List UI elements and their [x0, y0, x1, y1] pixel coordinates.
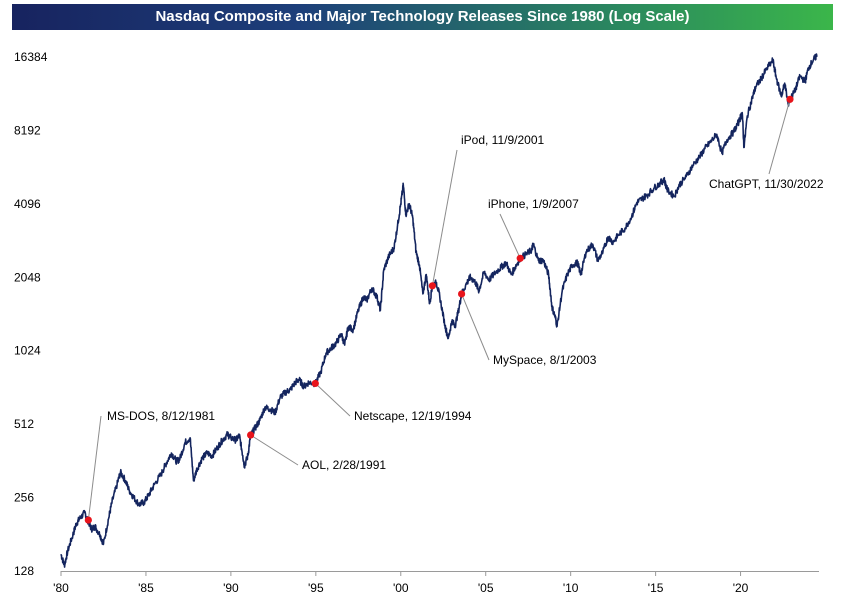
- event-marker: [246, 431, 255, 439]
- x-tick-label: '95: [308, 581, 324, 595]
- event-marker: [311, 379, 319, 388]
- event-leader-line: [431, 149, 458, 286]
- event-label: AOL, 2/28/1991: [302, 458, 386, 472]
- y-tick-label: 128: [14, 564, 34, 578]
- event-label: ChatGPT, 11/30/2022: [709, 177, 824, 191]
- x-tick-label: '00: [393, 581, 409, 595]
- event-leader-line: [461, 293, 490, 361]
- x-tick-label: '90: [223, 581, 239, 595]
- y-tick-label: 16384: [14, 50, 48, 64]
- x-tick-label: '85: [138, 581, 154, 595]
- event-label: Netscape, 12/19/1994: [354, 409, 472, 423]
- x-tick-label: '15: [648, 581, 664, 595]
- series-line-nasdaq: [60, 53, 818, 568]
- event-leader-line: [768, 99, 791, 175]
- chart-title: Nasdaq Composite and Major Technology Re…: [12, 4, 833, 30]
- x-tick-label: '80: [53, 581, 69, 595]
- event-leader-line: [314, 383, 351, 417]
- y-tick-label: 512: [14, 417, 34, 431]
- event-marker: [786, 95, 794, 103]
- event-annotations: MS-DOS, 8/12/1981 AOL, 2/28/1991 Netscape,…: [84, 95, 824, 524]
- x-tick-label: '05: [478, 581, 494, 595]
- y-tick-label: 8192: [14, 123, 41, 137]
- event-label: iPod, 11/9/2001: [461, 133, 545, 147]
- series-layer: [60, 53, 818, 568]
- y-tick-label: 2048: [14, 270, 41, 284]
- event-marker: [84, 516, 92, 524]
- x-tick-label: '20: [733, 581, 749, 595]
- y-axis: 128 256 512 1024 2048 4096 8192 16384: [14, 50, 48, 578]
- event-marker: [428, 282, 436, 290]
- event-leader-line: [87, 415, 102, 521]
- event-marker: [516, 254, 524, 262]
- event-leader-line: [250, 434, 299, 466]
- x-axis: '80 '85 '90 '95 '00 '05 '10 '15 '20: [53, 571, 819, 595]
- event-label: iPhone, 1/9/2007: [488, 197, 579, 211]
- y-tick-label: 256: [14, 491, 34, 505]
- event-label: MySpace, 8/1/2003: [493, 353, 597, 367]
- event-leader-line: [499, 213, 521, 259]
- y-tick-label: 4096: [14, 197, 41, 211]
- event-label: MS-DOS, 8/12/1981: [107, 409, 215, 423]
- y-tick-label: 1024: [14, 344, 41, 358]
- event-marker: [457, 290, 466, 298]
- x-tick-label: '10: [563, 581, 579, 595]
